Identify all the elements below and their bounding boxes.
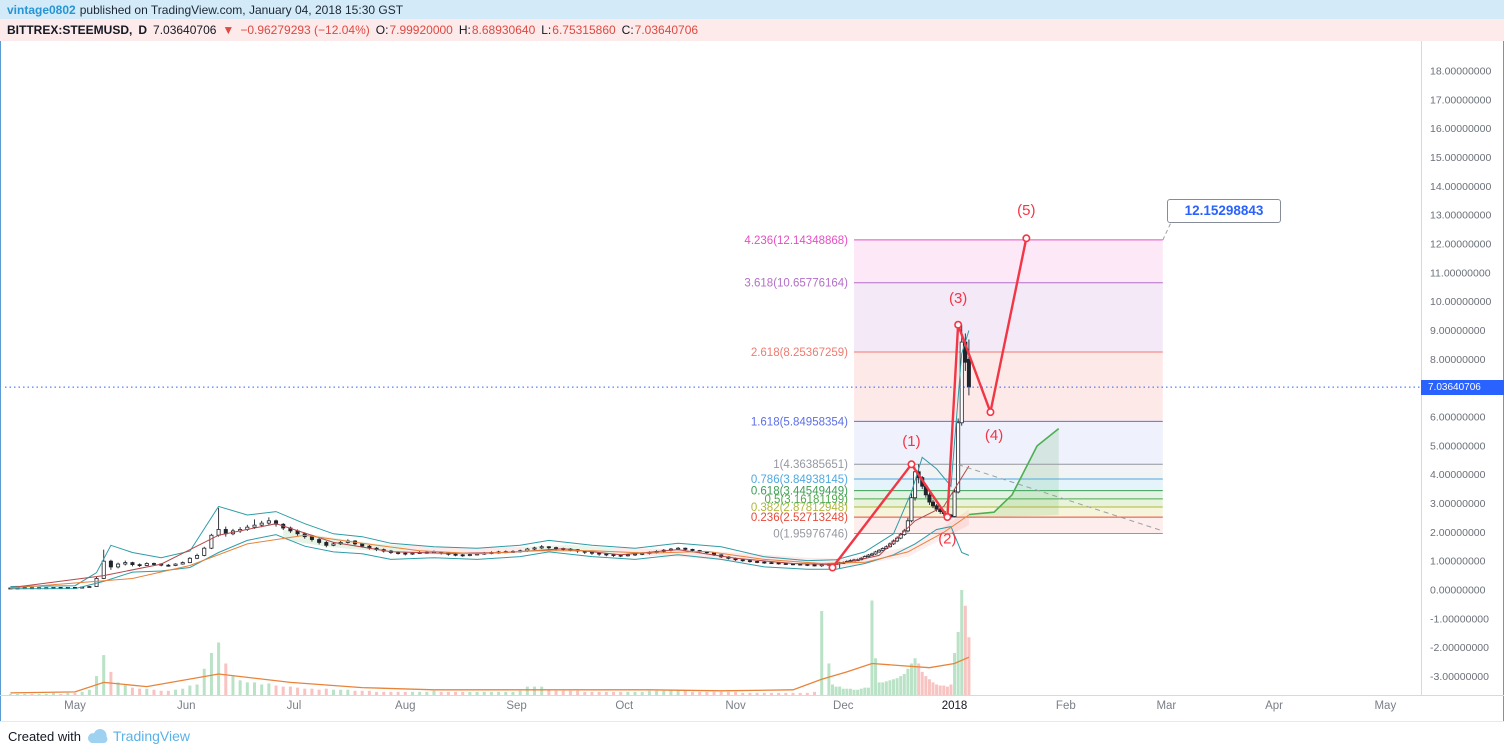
svg-text:18.00000000: 18.00000000 (1430, 66, 1491, 78)
svg-text:1.618(5.84958354): 1.618(5.84958354) (751, 416, 848, 428)
symbol-info-bar: BITTREX:STEEMUSD, D 7.03640706 ▼ −0.9627… (0, 19, 1504, 41)
svg-text:3.618(10.65776164): 3.618(10.65776164) (744, 278, 848, 290)
svg-text:Apr: Apr (1265, 700, 1283, 712)
close-value: 7.03640706 (634, 23, 699, 37)
publish-info-text: published on TradingView.com, January 04… (79, 2, 404, 17)
svg-text:2.00000000: 2.00000000 (1430, 527, 1486, 539)
svg-text:3.00000000: 3.00000000 (1430, 498, 1486, 510)
svg-text:Jun: Jun (177, 700, 196, 712)
svg-text:1.00000000: 1.00000000 (1430, 556, 1486, 568)
svg-text:6.00000000: 6.00000000 (1430, 412, 1486, 424)
svg-text:May: May (1374, 700, 1396, 712)
svg-text:(1): (1) (902, 433, 920, 450)
svg-text:0.618(3.44549449): 0.618(3.44549449) (751, 486, 848, 498)
svg-text:(2): (2) (938, 530, 956, 547)
svg-text:0.382(2.87812948): 0.382(2.87812948) (751, 502, 848, 514)
svg-text:2018: 2018 (942, 700, 968, 712)
svg-text:4.00000000: 4.00000000 (1430, 469, 1486, 481)
fib-bands-layer[interactable] (854, 239, 1163, 534)
tradingview-logo-icon (87, 729, 108, 743)
svg-text:16.00000000: 16.00000000 (1430, 123, 1491, 135)
svg-text:Nov: Nov (725, 700, 746, 712)
symbol-name[interactable]: BITTREX:STEEMUSD, (7, 23, 133, 37)
svg-text:13.00000000: 13.00000000 (1430, 210, 1491, 222)
svg-text:Dec: Dec (833, 700, 854, 712)
username-link[interactable]: vintage0802 (7, 2, 76, 17)
volume-layer (8, 590, 971, 695)
last-price-tag: 7.03640706 (1421, 380, 1504, 395)
elliott-wave-labels: (1) (2) (3) (4) (5) (902, 202, 1035, 547)
svg-text:0.00000000: 0.00000000 (1430, 585, 1486, 597)
svg-text:4.236(12.14348868): 4.236(12.14348868) (744, 235, 848, 247)
high-value: 8.68930640 (471, 23, 536, 37)
svg-text:1(4.36385651): 1(4.36385651) (773, 459, 848, 471)
open-label: O: (375, 23, 389, 37)
svg-text:10.00000000: 10.00000000 (1430, 296, 1491, 308)
svg-text:(3): (3) (949, 290, 967, 307)
fib-labels-layer: 0(1.95976746) 0.236(2.52713248)0.382(2.87… (744, 235, 848, 541)
svg-text:15.00000000: 15.00000000 (1430, 152, 1491, 164)
svg-text:17.00000000: 17.00000000 (1430, 94, 1491, 106)
svg-text:12.00000000: 12.00000000 (1430, 239, 1491, 251)
low-value: 6.75315860 (552, 23, 616, 37)
interval-label[interactable]: D (138, 23, 148, 37)
svg-text:Aug: Aug (395, 700, 415, 712)
publish-bar: vintage0802 published on TradingView.com… (0, 0, 1504, 19)
svg-text:0(1.95976746): 0(1.95976746) (773, 528, 848, 540)
low-label: L: (541, 23, 552, 37)
svg-text:Feb: Feb (1056, 700, 1076, 712)
svg-text:-1.00000000: -1.00000000 (1430, 613, 1489, 625)
target-price-callout[interactable]: 12.15298843 (1167, 199, 1281, 223)
svg-text:0.786(3.84938145): 0.786(3.84938145) (751, 474, 848, 486)
svg-text:9.00000000: 9.00000000 (1430, 325, 1486, 337)
svg-text:(4): (4) (985, 427, 1003, 444)
svg-text:0.5(3.16181199): 0.5(3.16181199) (764, 494, 848, 506)
close-label: C: (621, 23, 634, 37)
time-axis[interactable]: May Jun Jul Aug Sep Oct Nov Dec 2018 Feb Mar Apr May (64, 700, 1396, 712)
svg-text:May: May (64, 700, 86, 712)
down-arrow-icon: ▼ (222, 23, 235, 37)
svg-text:11.00000000: 11.00000000 (1430, 267, 1491, 279)
svg-text:-3.00000000: -3.00000000 (1430, 671, 1489, 683)
svg-text:-2.00000000: -2.00000000 (1430, 642, 1489, 654)
svg-text:14.00000000: 14.00000000 (1430, 181, 1491, 193)
price-axis[interactable]: 18.00000000 17.00000000 16.00000000 15.0000… (1430, 66, 1491, 683)
svg-text:Sep: Sep (506, 700, 526, 712)
open-value: 7.99920000 (389, 23, 453, 37)
high-label: H: (458, 23, 471, 37)
elliott-wave-drawing[interactable] (828, 234, 1031, 572)
svg-text:5.00000000: 5.00000000 (1430, 440, 1486, 452)
price-change: −0.96279293 (−12.04%) (240, 23, 370, 37)
axis-separators (0, 41, 1504, 696)
svg-text:0.236(2.52713248): 0.236(2.52713248) (751, 512, 848, 524)
svg-text:Mar: Mar (1156, 700, 1176, 712)
attribution-bar: Created with TradingView (0, 721, 1504, 750)
last-price: 7.03640706 (153, 23, 217, 37)
svg-text:2.618(8.25367259): 2.618(8.25367259) (751, 347, 848, 359)
svg-text:Jul: Jul (287, 700, 302, 712)
svg-text:(5): (5) (1017, 202, 1035, 219)
tradingview-link[interactable]: TradingView (112, 728, 191, 744)
svg-text:8.00000000: 8.00000000 (1430, 354, 1486, 366)
indicator-lines-layer (10, 220, 1173, 590)
created-with-text: Created with (8, 728, 81, 744)
svg-text:Oct: Oct (615, 700, 634, 712)
